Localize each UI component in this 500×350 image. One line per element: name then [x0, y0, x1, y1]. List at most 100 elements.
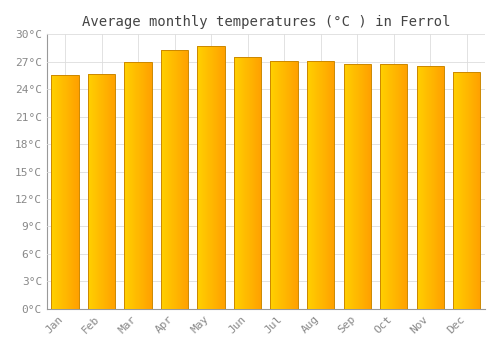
Bar	[321, 61, 322, 309]
Bar	[364, 64, 365, 309]
Bar	[58, 76, 59, 309]
Bar	[136, 62, 137, 309]
Bar	[317, 61, 318, 309]
Bar	[367, 64, 368, 309]
Bar	[234, 57, 235, 309]
Bar	[466, 72, 468, 309]
Bar	[89, 74, 90, 309]
Bar	[96, 74, 97, 309]
Bar	[434, 66, 435, 309]
Bar	[329, 61, 330, 309]
Bar	[294, 61, 295, 309]
Bar	[296, 61, 297, 309]
Bar	[201, 46, 202, 309]
Bar	[428, 66, 429, 309]
Bar	[273, 61, 274, 309]
Bar	[416, 66, 444, 309]
Bar	[185, 50, 186, 309]
Bar	[176, 50, 177, 309]
Bar	[252, 57, 253, 309]
Bar	[323, 61, 324, 309]
Bar	[436, 66, 437, 309]
Bar	[70, 76, 71, 309]
Bar	[78, 76, 79, 309]
Bar	[52, 76, 79, 309]
Bar	[241, 57, 242, 309]
Bar	[88, 74, 116, 309]
Bar	[77, 76, 78, 309]
Bar	[94, 74, 95, 309]
Bar	[128, 62, 129, 309]
Bar	[387, 64, 388, 309]
Bar	[357, 64, 358, 309]
Bar	[297, 61, 298, 309]
Bar	[138, 62, 139, 309]
Bar	[390, 64, 391, 309]
Bar	[353, 64, 354, 309]
Bar	[259, 57, 260, 309]
Bar	[476, 72, 477, 309]
Bar	[161, 50, 188, 309]
Bar	[90, 74, 91, 309]
Bar	[250, 57, 251, 309]
Bar	[312, 61, 313, 309]
Bar	[223, 46, 224, 309]
Bar	[105, 74, 106, 309]
Bar	[166, 50, 167, 309]
Bar	[348, 64, 349, 309]
Bar	[443, 66, 444, 309]
Bar	[324, 61, 325, 309]
Bar	[64, 76, 65, 309]
Bar	[95, 74, 96, 309]
Bar	[318, 61, 319, 309]
Bar	[356, 64, 357, 309]
Bar	[140, 62, 141, 309]
Bar	[104, 74, 105, 309]
Bar	[221, 46, 222, 309]
Bar	[293, 61, 294, 309]
Bar	[275, 61, 276, 309]
Bar	[256, 57, 257, 309]
Bar	[173, 50, 174, 309]
Bar	[132, 62, 133, 309]
Bar	[124, 62, 125, 309]
Bar	[392, 64, 393, 309]
Bar	[235, 57, 236, 309]
Bar	[182, 50, 183, 309]
Bar	[383, 64, 384, 309]
Bar	[423, 66, 424, 309]
Bar	[137, 62, 138, 309]
Bar	[245, 57, 246, 309]
Bar	[394, 64, 395, 309]
Bar	[177, 50, 178, 309]
Bar	[248, 57, 249, 309]
Bar	[74, 76, 75, 309]
Bar	[162, 50, 163, 309]
Bar	[380, 64, 381, 309]
Bar	[246, 57, 247, 309]
Bar	[75, 76, 76, 309]
Bar	[460, 72, 462, 309]
Bar	[442, 66, 443, 309]
Bar	[183, 50, 184, 309]
Bar	[326, 61, 328, 309]
Bar	[222, 46, 223, 309]
Bar	[139, 62, 140, 309]
Bar	[283, 61, 284, 309]
Bar	[53, 76, 54, 309]
Bar	[474, 72, 475, 309]
Bar	[457, 72, 458, 309]
Bar	[427, 66, 428, 309]
Bar	[212, 46, 213, 309]
Bar	[426, 66, 427, 309]
Bar	[106, 74, 107, 309]
Bar	[260, 57, 261, 309]
Bar	[218, 46, 219, 309]
Bar	[272, 61, 273, 309]
Bar	[101, 74, 102, 309]
Bar	[261, 57, 262, 309]
Bar	[59, 76, 60, 309]
Bar	[181, 50, 182, 309]
Bar	[168, 50, 169, 309]
Bar	[107, 74, 108, 309]
